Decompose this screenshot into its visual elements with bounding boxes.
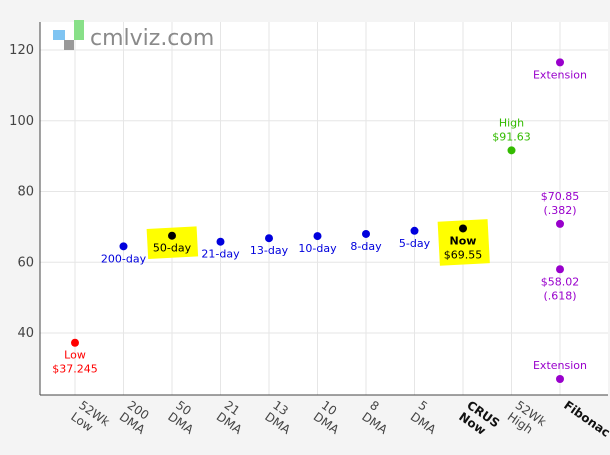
logo-text: cmlviz.com (90, 26, 214, 51)
point-label: 21-day (201, 248, 240, 261)
point-label: Low (64, 349, 86, 362)
plot-area (40, 22, 608, 395)
data-point (459, 224, 467, 233)
point-label: 50-day (153, 242, 192, 255)
data-point (71, 338, 79, 347)
y-tick-label: 100 (9, 114, 34, 129)
data-point (556, 58, 564, 67)
point-label: $58.02 (541, 275, 580, 288)
point-label: (.618) (543, 289, 576, 302)
logo: cmlviz.com (53, 20, 214, 51)
point-label: 5-day (399, 237, 431, 250)
point-label: 10-day (298, 242, 337, 255)
y-tick-label: 80 (17, 185, 34, 200)
data-point (556, 219, 564, 228)
data-point (507, 146, 516, 155)
data-point (119, 242, 128, 251)
point-label: $69.55 (444, 248, 483, 261)
point-label: $91.63 (492, 130, 531, 143)
y-axis: 40 60 80 100 120 (9, 22, 41, 395)
point-label: 200-day (101, 252, 147, 265)
logo-square-blue (53, 30, 65, 40)
point-label: Extension (533, 68, 587, 81)
data-point (556, 265, 564, 274)
data-point (265, 234, 273, 243)
data-points: Low$37.245 200-day 50-day 21-day 13-day 10-da… (52, 58, 587, 383)
point-label: High (499, 116, 524, 129)
point-label: 8-day (350, 240, 382, 253)
y-tick-label: 60 (17, 255, 34, 270)
y-tick-label: 120 (9, 43, 34, 58)
data-point (556, 374, 564, 383)
data-point (216, 237, 225, 246)
point-label: $70.85 (541, 190, 580, 203)
data-point (410, 226, 419, 235)
gridlines (40, 22, 608, 395)
point-label: (.382) (543, 204, 576, 217)
data-point (168, 231, 176, 240)
point-label: Now (450, 234, 477, 247)
point-label: 13-day (250, 244, 289, 257)
y-tick-label: 40 (17, 326, 34, 341)
logo-square-green (74, 20, 84, 40)
logo-square-gray (64, 40, 74, 50)
data-point (362, 229, 370, 238)
point-label: $37.245 (52, 363, 98, 376)
highlight-box (146, 226, 199, 259)
highlight-box (437, 219, 490, 266)
data-point (313, 232, 322, 241)
point-label: Extension (533, 359, 587, 372)
